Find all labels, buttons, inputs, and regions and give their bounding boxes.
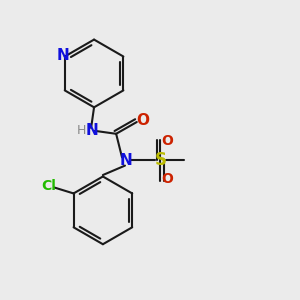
Text: O: O [161,172,173,186]
Text: O: O [136,113,149,128]
Text: H: H [77,124,86,137]
Text: S: S [154,151,166,169]
Text: N: N [85,123,98,138]
Text: O: O [161,134,173,148]
Text: N: N [57,47,70,62]
Text: Cl: Cl [41,179,56,193]
Text: N: N [120,153,133,168]
